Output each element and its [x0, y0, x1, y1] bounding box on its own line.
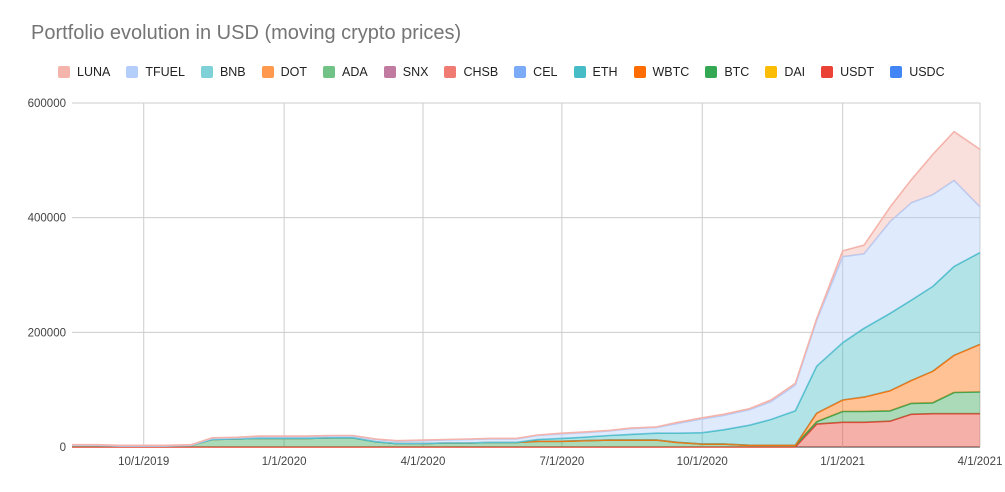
legend-label: DOT: [280, 65, 308, 79]
legend-label: CEL: [533, 65, 558, 79]
legend-swatch: [126, 66, 139, 78]
legend-label: TFUEL: [145, 65, 185, 79]
legend-swatch: [383, 66, 396, 78]
legend-item: LUNA: [58, 65, 110, 79]
x-tick-label: 7/1/2020: [539, 456, 584, 468]
legend-item: DOT: [261, 65, 308, 79]
y-tick-label: 200000: [28, 327, 66, 339]
legend-swatch: [200, 66, 213, 78]
area-usdt: [72, 413, 980, 447]
legend-item: BTC: [705, 65, 749, 79]
legend-label: USDT: [840, 65, 875, 79]
legend-item: USDC: [890, 65, 945, 79]
legend-item: CEL: [514, 65, 558, 79]
legend-swatch: [765, 66, 778, 78]
legend-item: USDT: [821, 65, 874, 79]
legend-swatch: [514, 66, 527, 78]
legend-item: WBTC: [633, 65, 690, 79]
legend-label: ETH: [592, 65, 618, 79]
x-tick-label: 1/1/2020: [262, 456, 307, 468]
legend-label: SNX: [402, 65, 429, 79]
legend-label: LUNA: [77, 65, 111, 79]
series-line-luna: [72, 130, 981, 447]
legend-swatch: [323, 66, 336, 78]
y-tick-label: 600000: [28, 98, 66, 110]
legend-item: ADA: [323, 65, 368, 79]
legend-label: DAI: [784, 65, 806, 79]
legend-item: DAI: [765, 65, 805, 79]
legend-item: BNB: [200, 65, 246, 79]
legend-label: USDC: [909, 65, 945, 79]
legend-swatch: [573, 66, 586, 78]
legend-item: CHSB: [444, 65, 498, 79]
y-tick-label: 400000: [28, 213, 66, 225]
legend-swatch: [444, 66, 457, 78]
chart-legend: LUNA TFUEL BNB DOT ADA SNX CHSB CEL ETH WBTC BTC DA…: [58, 63, 945, 81]
legend-label: BNB: [219, 65, 246, 79]
legend-label: BTC: [724, 65, 750, 79]
legend-item: ETH: [573, 65, 618, 79]
chart-title: Portfolio evolution in USD (moving crypt…: [31, 22, 462, 44]
legend-swatch: [890, 66, 903, 78]
x-tick-label: 4/1/2020: [401, 456, 446, 468]
x-tick-label: 4/1/2021: [958, 456, 1003, 468]
series-line-usdt: [72, 412, 980, 448]
legend-swatch: [261, 66, 274, 78]
legend-label: ADA: [342, 65, 368, 79]
series-line-eth: [72, 251, 981, 447]
x-tick-label: 10/1/2020: [677, 456, 728, 468]
legend-swatch: [58, 66, 70, 78]
legend-label: CHSB: [463, 65, 499, 79]
legend-swatch: [821, 66, 834, 78]
x-tick-label: 1/1/2021: [820, 456, 865, 468]
x-tick-label: 10/1/2019: [118, 456, 169, 468]
y-tick-label: 0: [60, 442, 66, 454]
legend-swatch: [705, 66, 718, 78]
legend-label: WBTC: [652, 65, 690, 79]
legend-item: TFUEL: [126, 65, 185, 79]
legend-item: SNX: [383, 65, 429, 79]
legend-swatch: [633, 66, 646, 78]
